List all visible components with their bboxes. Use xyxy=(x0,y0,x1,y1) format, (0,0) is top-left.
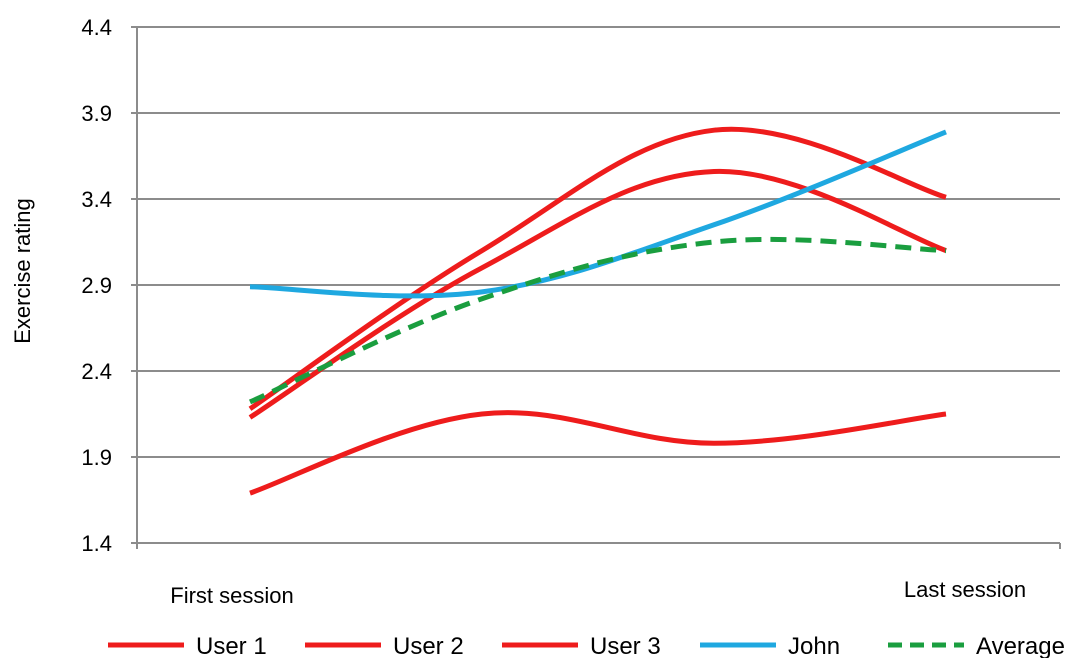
series-line-user-3 xyxy=(249,410,947,496)
series-line-john xyxy=(249,129,947,299)
axes xyxy=(131,26,1061,549)
y-tick-label: 2.9 xyxy=(81,273,112,298)
y-axis-title: Exercise rating xyxy=(10,198,35,344)
legend-label: John xyxy=(788,633,840,658)
y-tick-label: 1.9 xyxy=(81,445,112,470)
x-label-last: Last session xyxy=(904,577,1026,602)
series-line-average xyxy=(248,236,947,405)
legend: User 1 User 2 User 3 John Average xyxy=(108,633,1065,658)
gridlines xyxy=(137,26,1060,458)
y-tick-label: 2.4 xyxy=(81,359,112,384)
series-line-user-1 xyxy=(248,126,947,411)
y-tick-label: 1.4 xyxy=(81,531,112,556)
legend-label: User 2 xyxy=(393,633,464,658)
x-label-first: First session xyxy=(170,583,293,608)
y-tick-label: 3.9 xyxy=(81,101,112,126)
legend-label: User 3 xyxy=(590,633,661,658)
series-line-user-2 xyxy=(248,168,947,420)
series-lines xyxy=(248,126,947,496)
legend-label: Average xyxy=(976,633,1065,658)
y-tick-labels: 4.4 3.9 3.4 2.9 2.4 1.9 1.4 xyxy=(81,15,112,556)
y-tick-label: 4.4 xyxy=(81,15,112,40)
y-tick-label: 3.4 xyxy=(81,187,112,212)
legend-label: User 1 xyxy=(196,633,267,658)
